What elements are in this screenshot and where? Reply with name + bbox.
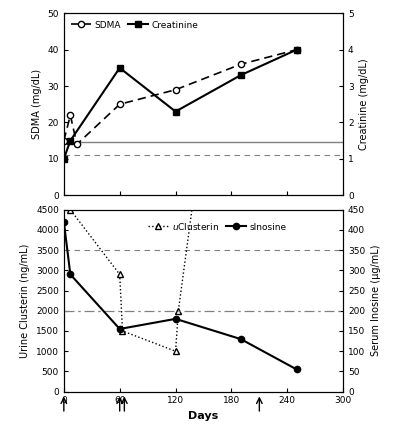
Y-axis label: Creatinine (mg/dL): Creatinine (mg/dL) [359,58,369,150]
X-axis label: Days: Days [188,411,219,421]
Y-axis label: Urine Clusterin (ng/mL): Urine Clusterin (ng/mL) [20,243,30,358]
Legend: SDMA, Creatinine: SDMA, Creatinine [68,18,201,32]
Y-axis label: SDMA (mg/dL): SDMA (mg/dL) [32,69,42,139]
Y-axis label: Serum Inosine (μg/mL): Serum Inosine (μg/mL) [371,245,381,356]
Legend: $u$Clusterin, sInosine: $u$Clusterin, sInosine [146,218,289,235]
